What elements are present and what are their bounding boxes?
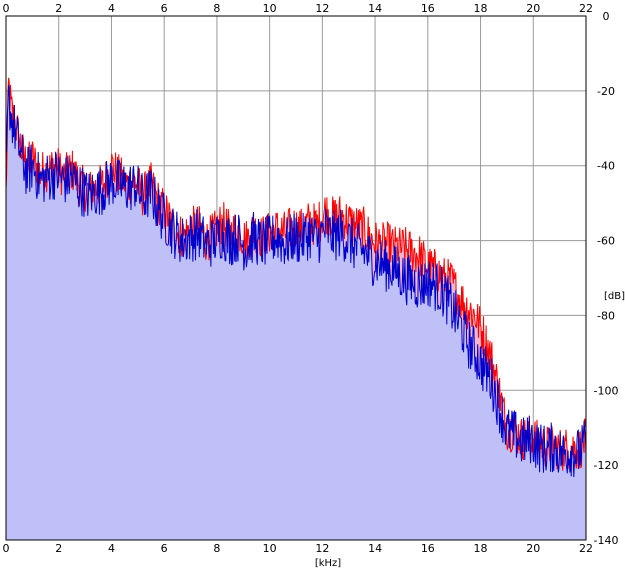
series-area-2 [6,85,586,540]
x-tick-label-bottom: 16 [421,542,435,555]
x-tick-label-bottom: 0 [3,542,10,555]
x-tick-label-bottom: 2 [55,542,62,555]
plot-frame [5,15,587,541]
x-tick-label-top: 18 [474,2,488,15]
x-tick-label-bottom: 6 [161,542,168,555]
x-axis-label: [kHz] [315,558,341,569]
y-tick-label: -20 [597,85,615,98]
y-tick-label: 0 [603,10,610,23]
x-tick-label-top: 12 [315,2,329,15]
y-tick-label: -80 [597,309,615,322]
x-tick-label-top: 2 [55,2,62,15]
series-line-2 [5,85,587,478]
y-tick-label: -60 [597,235,615,248]
x-tick-label-top: 10 [263,2,277,15]
x-tick-label-bottom: 12 [315,542,329,555]
y-tick-labels: 0 -20 -40 -60 -80 -100 -120 -140 [594,10,619,547]
x-tick-label-top: 0 [3,2,10,15]
y-tick-label: -140 [594,534,619,547]
y-tick-label: -40 [597,160,615,173]
x-tick-label-bottom: 20 [526,542,540,555]
x-tick-label-bottom: 18 [474,542,488,555]
chart-series [5,77,587,541]
x-tick-label-bottom: 10 [263,542,277,555]
x-tick-label-bottom: 8 [213,542,220,555]
x-tick-label-top: 4 [108,2,115,15]
x-tick-label-top: 14 [368,2,382,15]
x-tick-label-bottom: 22 [579,542,593,555]
y-tick-label: -100 [594,384,619,397]
x-tick-label-top: 16 [421,2,435,15]
y-tick-label: -120 [594,459,619,472]
x-tick-label-top: 22 [579,2,593,15]
x-tick-label-top: 6 [161,2,168,15]
x-tick-label-bottom: 4 [108,542,115,555]
series-line-1 [5,77,587,471]
y-axis-label: [dB] [604,291,625,302]
x-tick-label-top: 8 [213,2,220,15]
x-tick-label-top: 20 [526,2,540,15]
x-tick-label-bottom: 14 [368,542,382,555]
